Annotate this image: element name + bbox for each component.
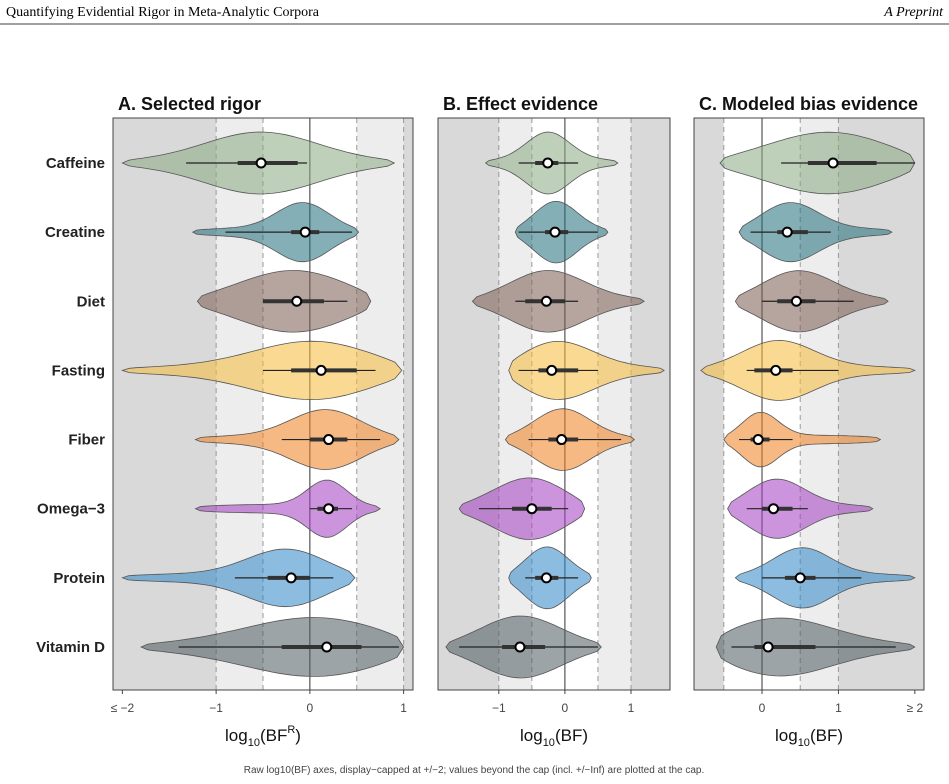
x-axis-label-part: 10 — [543, 737, 555, 749]
median-point — [323, 434, 335, 446]
violin — [121, 340, 403, 401]
panel-border — [693, 117, 925, 691]
x-axis-label: log10(BF) — [775, 726, 843, 749]
median-point — [255, 157, 267, 169]
x-tick-label: 1 — [400, 701, 407, 715]
running-title: Quantifying Evidential Rigor in Meta-Ana… — [6, 5, 320, 20]
x-tick-label: 0 — [562, 701, 569, 715]
median-point — [767, 503, 779, 515]
median-point — [781, 226, 793, 238]
median-point — [762, 641, 774, 653]
x-tick-label: −1 — [209, 701, 223, 715]
median-point — [546, 364, 558, 376]
category-label: Vitamin D — [36, 639, 105, 656]
median-point — [540, 295, 552, 307]
category-label: Fasting — [52, 362, 105, 379]
x-axis-label-part: 10 — [798, 737, 810, 749]
caption: Raw log10(BF) axes, display−capped at +/… — [244, 765, 705, 776]
x-axis-label-part: 10 — [248, 737, 260, 749]
x-axis-label: log10(BF) — [520, 726, 588, 749]
running-tag: A Preprint — [883, 5, 944, 20]
median-point — [770, 364, 782, 376]
violin — [723, 412, 882, 468]
x-tick-label: −1 — [492, 701, 506, 715]
x-axis-label-part: (BF) — [555, 726, 588, 745]
category-label: Omega−3 — [37, 501, 105, 518]
median-point — [514, 641, 526, 653]
median-point — [542, 157, 554, 169]
median-point — [285, 572, 297, 584]
x-axis-label-part: log — [775, 726, 798, 745]
category-label: Diet — [77, 293, 105, 310]
median-point — [291, 295, 303, 307]
panel-border — [437, 117, 671, 691]
median-point — [556, 434, 568, 446]
median-point — [752, 434, 764, 446]
median-point — [299, 226, 311, 238]
x-tick-label: ≥ 2 — [907, 701, 924, 715]
panel-title: B. Effect evidence — [443, 94, 598, 114]
category-label: Fiber — [68, 432, 105, 449]
violin — [194, 479, 381, 538]
x-axis-label-part: ) — [295, 726, 301, 745]
median-point — [827, 157, 839, 169]
median-point — [790, 295, 802, 307]
category-label: Protein — [53, 570, 105, 587]
x-tick-label: 0 — [759, 701, 766, 715]
x-tick-label: 0 — [307, 701, 314, 715]
category-label: Creatine — [45, 224, 105, 241]
median-point — [323, 503, 335, 515]
category-label: Caffeine — [46, 155, 105, 172]
x-axis-label: log10(BFR) — [225, 724, 301, 749]
x-axis-label-part: (BF) — [810, 726, 843, 745]
x-axis-label-part: R — [287, 724, 295, 736]
median-point — [540, 572, 552, 584]
x-axis-label-part: log — [225, 726, 248, 745]
x-tick-label: 1 — [628, 701, 635, 715]
x-axis-label-part: log — [520, 726, 543, 745]
median-point — [315, 364, 327, 376]
panel-title: C. Modeled bias evidence — [699, 94, 918, 114]
x-axis-label-part: (BF — [260, 726, 287, 745]
median-point — [321, 641, 333, 653]
x-tick-label: ≤ −2 — [111, 701, 135, 715]
median-point — [526, 503, 538, 515]
panel-border — [112, 117, 414, 691]
x-tick-label: 1 — [835, 701, 842, 715]
panel-title: A. Selected rigor — [118, 94, 261, 114]
median-point — [794, 572, 806, 584]
median-point — [549, 226, 561, 238]
